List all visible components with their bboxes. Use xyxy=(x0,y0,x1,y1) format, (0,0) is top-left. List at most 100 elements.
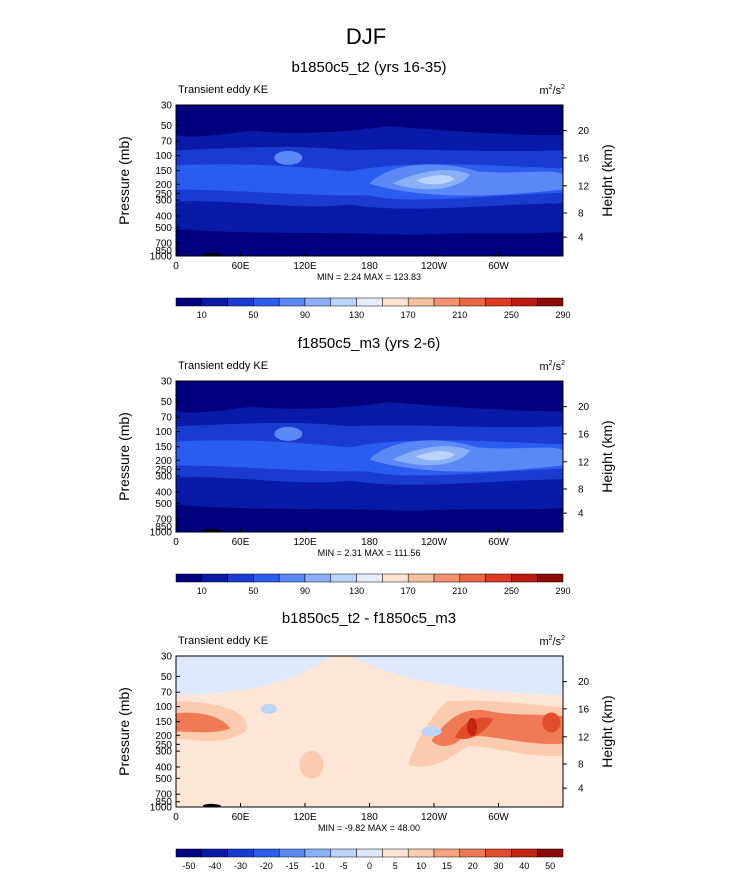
colorbar-label: 250 xyxy=(504,586,519,596)
colorbar-swatch xyxy=(382,573,409,583)
colorbar-swatch xyxy=(407,848,435,858)
colorbar-swatch xyxy=(175,848,203,858)
colorbar-swatch xyxy=(356,573,383,583)
y-tick-label: 30 xyxy=(161,377,173,388)
colorbar-label: -5 xyxy=(340,861,348,871)
x-tick-label: 180 xyxy=(361,812,378,823)
colorbar-swatch xyxy=(433,573,461,583)
y-tick-label: 300 xyxy=(155,747,172,758)
colorbar-label: 290 xyxy=(555,586,570,596)
colorbar-swatch xyxy=(227,573,254,583)
x-tick-label: 180 xyxy=(361,261,378,272)
colorbar-label: -50 xyxy=(182,861,195,871)
colorbar-label: 10 xyxy=(197,310,207,320)
colorbar-label: 50 xyxy=(248,310,258,320)
y-tick-label: 30 xyxy=(161,101,173,112)
colorbar-swatch xyxy=(356,848,383,858)
colorbar-label: 40 xyxy=(519,861,529,871)
y-tick-label: 200 xyxy=(155,180,172,191)
colorbar-swatch xyxy=(304,297,332,307)
x-tick-label: 60E xyxy=(232,261,250,272)
colorbar-swatch xyxy=(278,573,306,583)
panel-subtitle: Transient eddy KE xyxy=(178,635,268,647)
y-axis-title: Pressure (mb) xyxy=(116,412,132,501)
y-tick-label: 70 xyxy=(161,688,173,699)
y-tick-label: 500 xyxy=(155,499,172,510)
minmax-text: MIN = -9.82 MAX = 48.00 xyxy=(318,823,420,833)
contour-band xyxy=(176,712,231,733)
y-tick-label: 200 xyxy=(155,731,172,742)
y-axis-title: Pressure (mb) xyxy=(116,136,132,225)
colorbar-label: 20 xyxy=(468,861,478,871)
x-tick-label: 120W xyxy=(421,537,448,548)
y-tick-label: 500 xyxy=(155,774,172,785)
colorbar-swatch xyxy=(227,297,254,307)
colorbar-swatch xyxy=(304,848,332,858)
panel-3: b1850c5_t2 - f1850c5_m3 Transient eddy KE… xyxy=(116,610,615,871)
colorbar-label: 50 xyxy=(248,586,258,596)
contour-band xyxy=(260,703,277,714)
y-tick-label: 300 xyxy=(155,196,172,207)
colorbar-swatch xyxy=(175,297,203,307)
y-axis-title-right: Height (km) xyxy=(599,695,615,767)
colorbar-swatch xyxy=(459,297,486,307)
y-right-tick-label: 4 xyxy=(578,509,584,520)
colorbar-label: 90 xyxy=(300,310,310,320)
y-right-tick-label: 12 xyxy=(578,457,590,468)
colorbar-label: -20 xyxy=(260,861,273,871)
y-right-tick-label: 20 xyxy=(578,677,590,688)
x-tick-label: 120E xyxy=(293,537,317,548)
panel-subtitle: Transient eddy KE xyxy=(178,360,268,372)
y-axis-title-right: Height (km) xyxy=(599,420,615,492)
colorbar-label: -30 xyxy=(234,861,247,871)
x-tick-label: 0 xyxy=(173,537,179,548)
colorbar-swatch xyxy=(278,848,306,858)
colorbar-swatch xyxy=(382,848,409,858)
main-title: DJF xyxy=(346,24,386,49)
y-tick-label: 150 xyxy=(155,166,172,177)
y-axis-title: Pressure (mb) xyxy=(116,687,132,776)
panel-title: f1850c5_m3 (yrs 2-6) xyxy=(298,335,441,352)
y-tick-label: 50 xyxy=(161,397,173,408)
colorbar-swatch xyxy=(330,848,357,858)
colorbar-label: -40 xyxy=(208,861,221,871)
x-tick-label: 60E xyxy=(232,537,250,548)
colorbar-swatch xyxy=(201,573,228,583)
y-tick-label: 70 xyxy=(161,413,173,424)
contour-band xyxy=(176,228,563,256)
colorbar-label: 0 xyxy=(367,861,372,871)
colorbar-swatch xyxy=(253,297,280,307)
y-tick-label: 70 xyxy=(161,137,173,148)
x-tick-label: 60W xyxy=(488,537,509,548)
y-right-tick-label: 12 xyxy=(578,181,590,192)
y-tick-label: 100 xyxy=(155,151,172,162)
y-right-tick-label: 20 xyxy=(578,126,590,137)
topography-mask xyxy=(203,803,221,807)
contour-band xyxy=(274,150,303,165)
colorbar-swatch xyxy=(330,297,357,307)
colorbar-swatch xyxy=(485,297,512,307)
colorbar-label: 130 xyxy=(349,310,364,320)
y-right-tick-label: 8 xyxy=(578,208,584,219)
colorbar-swatch xyxy=(201,297,228,307)
y-right-tick-label: 4 xyxy=(578,233,584,244)
y-tick-label: 700 xyxy=(155,239,172,250)
units-label: m2/s2 xyxy=(539,84,565,97)
panel-title: b1850c5_t2 (yrs 16-35) xyxy=(291,59,446,76)
y-tick-label: 700 xyxy=(155,515,172,526)
colorbar-swatch xyxy=(407,573,435,583)
units-label: m2/s2 xyxy=(539,635,565,648)
y-right-tick-label: 16 xyxy=(578,704,590,715)
colorbar-swatch xyxy=(382,297,409,307)
colorbar-label: 210 xyxy=(452,310,467,320)
y-tick-label: 850 xyxy=(155,246,172,257)
colorbar-swatch xyxy=(304,573,332,583)
x-tick-label: 60E xyxy=(232,812,250,823)
colorbar-swatch xyxy=(485,848,512,858)
y-right-tick-label: 16 xyxy=(578,153,590,164)
y-tick-label: 200 xyxy=(155,456,172,467)
y-right-tick-label: 12 xyxy=(578,732,590,743)
x-tick-label: 60W xyxy=(488,261,509,272)
colorbar-swatch xyxy=(253,573,280,583)
